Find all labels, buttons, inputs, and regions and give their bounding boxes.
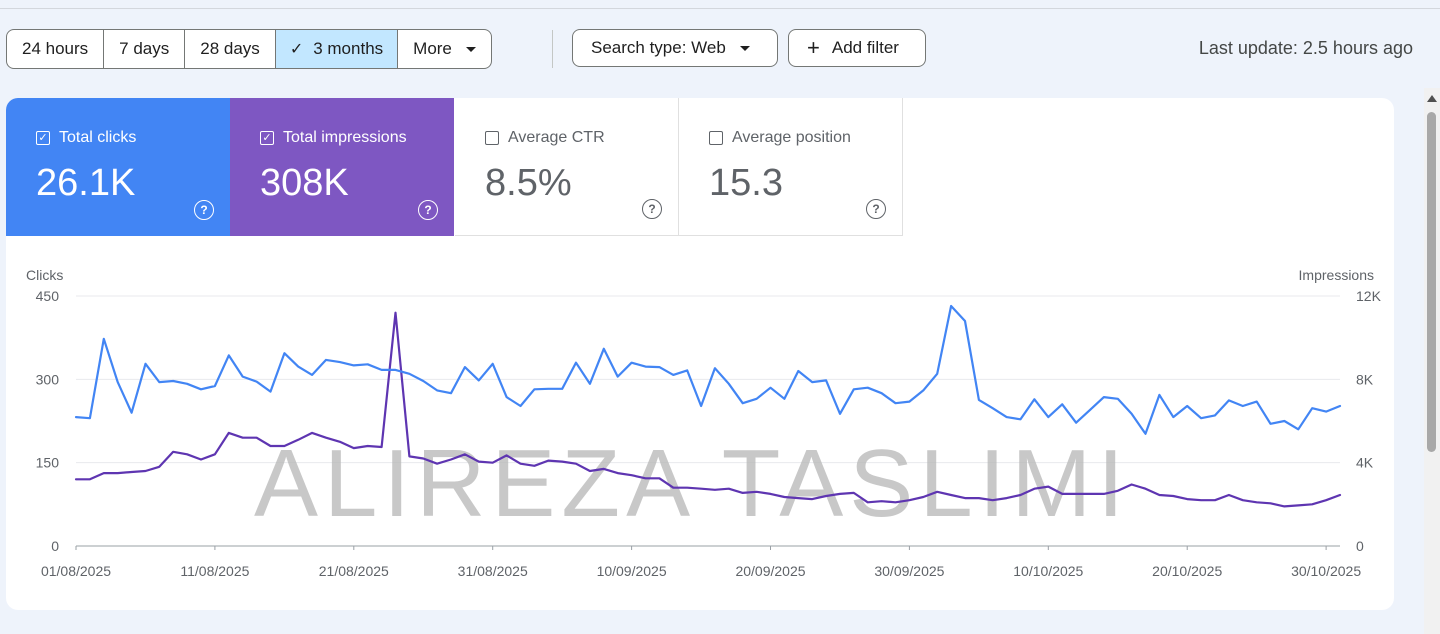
x-tick-label: 20/10/2025 bbox=[1152, 563, 1222, 579]
x-tick-label: 21/08/2025 bbox=[319, 563, 389, 579]
clicks-series-line bbox=[74, 304, 1342, 435]
range-label: 28 days bbox=[200, 39, 260, 58]
right-axis-title: Impressions bbox=[1299, 267, 1374, 283]
metric-value: 308K bbox=[260, 162, 349, 204]
metric-value: 15.3 bbox=[709, 162, 783, 204]
x-tick-label: 10/09/2025 bbox=[597, 563, 667, 579]
help-icon[interactable]: ? bbox=[866, 199, 886, 219]
metric-label: Total impressions bbox=[283, 129, 407, 146]
range-3-months-button[interactable]: ✓ 3 months bbox=[275, 30, 399, 68]
search-type-label: Search type: Web bbox=[591, 38, 726, 57]
checkbox-unchecked-icon[interactable] bbox=[709, 131, 723, 145]
add-filter-button[interactable]: + Add filter bbox=[788, 29, 926, 67]
range-label: 3 months bbox=[313, 39, 384, 58]
left-tick-label: 150 bbox=[36, 455, 60, 471]
help-icon[interactable]: ? bbox=[194, 200, 214, 220]
metric-value: 26.1K bbox=[36, 162, 136, 204]
search-type-dropdown[interactable]: Search type: Web bbox=[572, 29, 778, 67]
chevron-down-icon bbox=[739, 45, 750, 51]
performance-chart: 0 0 150 4K 300 8K 450 12K Clicks Impressions 01/08… bbox=[26, 267, 1382, 579]
toolbar-divider bbox=[552, 30, 553, 68]
left-tick-label: 300 bbox=[36, 371, 60, 387]
more-ranges-dropdown[interactable]: More bbox=[398, 30, 491, 68]
x-tick-label: 20/09/2025 bbox=[735, 563, 805, 579]
range-label: 24 hours bbox=[22, 39, 89, 58]
range-28-days-button[interactable]: 28 days bbox=[185, 30, 276, 68]
more-label: More bbox=[413, 39, 452, 58]
help-icon[interactable]: ? bbox=[642, 199, 662, 219]
x-tick-label: 30/10/2025 bbox=[1291, 563, 1361, 579]
x-tick-label: 31/08/2025 bbox=[458, 563, 528, 579]
checkbox-checked-icon[interactable]: ✓ bbox=[36, 131, 50, 145]
checkbox-unchecked-icon[interactable] bbox=[485, 131, 499, 145]
total-impressions-tile[interactable]: ✓ Total impressions 308K ? bbox=[230, 98, 454, 236]
left-tick-label: 450 bbox=[36, 288, 60, 304]
right-tick-label: 0 bbox=[1356, 538, 1364, 554]
metric-label: Average position bbox=[732, 129, 851, 146]
scroll-up-icon[interactable] bbox=[1427, 95, 1437, 102]
performance-card: ✓ Total clicks 26.1K ? ✓ Total impressions… bbox=[6, 98, 1394, 610]
range-7-days-button[interactable]: 7 days bbox=[104, 30, 186, 68]
top-divider bbox=[0, 8, 1440, 9]
metric-value: 8.5% bbox=[485, 162, 572, 204]
average-position-tile[interactable]: Average position 15.3 ? bbox=[679, 98, 903, 236]
right-tick-label: 4K bbox=[1356, 455, 1374, 471]
range-24-hours-button[interactable]: 24 hours bbox=[7, 30, 105, 68]
check-icon: ✓ bbox=[289, 41, 304, 58]
average-ctr-tile[interactable]: Average CTR 8.5% ? bbox=[455, 98, 679, 236]
left-axis-title: Clicks bbox=[26, 267, 63, 283]
right-tick-label: 12K bbox=[1356, 288, 1382, 304]
watermark-text: ALIREZA TASLIMI bbox=[254, 430, 1130, 537]
total-clicks-tile[interactable]: ✓ Total clicks 26.1K ? bbox=[6, 98, 230, 236]
impressions-series-line bbox=[74, 311, 1342, 508]
left-tick-label: 0 bbox=[51, 538, 59, 554]
x-tick-label: 11/08/2025 bbox=[180, 563, 249, 579]
x-tick-label: 01/08/2025 bbox=[41, 563, 111, 579]
add-filter-label: Add filter bbox=[831, 38, 899, 57]
last-update-text: Last update: 2.5 hours ago bbox=[1198, 38, 1413, 58]
date-range-selector: 24 hours 7 days 28 days ✓ 3 months More bbox=[6, 29, 492, 69]
x-tick-label: 30/09/2025 bbox=[874, 563, 944, 579]
metric-label: Average CTR bbox=[508, 129, 605, 146]
checkbox-checked-icon[interactable]: ✓ bbox=[260, 131, 274, 145]
right-tick-label: 8K bbox=[1356, 371, 1374, 387]
metric-label: Total clicks bbox=[59, 129, 137, 146]
help-icon[interactable]: ? bbox=[418, 200, 438, 220]
plus-icon: + bbox=[807, 35, 820, 60]
scrollbar-thumb[interactable] bbox=[1427, 112, 1436, 452]
x-tick-label: 10/10/2025 bbox=[1013, 563, 1083, 579]
range-label: 7 days bbox=[119, 39, 170, 58]
scrollbar[interactable] bbox=[1424, 88, 1440, 634]
chevron-down-icon bbox=[465, 46, 476, 52]
